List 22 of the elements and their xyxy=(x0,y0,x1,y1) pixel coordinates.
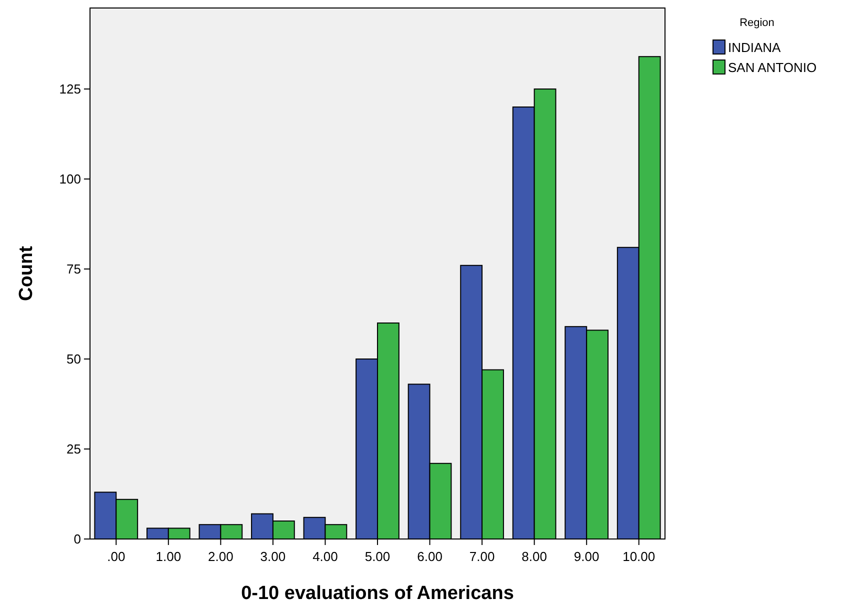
legend-label: SAN ANTONIO xyxy=(728,60,817,75)
y-tick-label: 75 xyxy=(66,262,81,277)
x-tick-label: 4.00 xyxy=(312,549,338,564)
y-tick-label: 100 xyxy=(59,172,81,187)
x-tick-label: 2.00 xyxy=(208,549,234,564)
x-tick-label: 7.00 xyxy=(469,549,495,564)
x-tick-label: 8.00 xyxy=(522,549,547,564)
y-tick-label: 25 xyxy=(66,442,81,457)
x-tick-label: 9.00 xyxy=(574,549,600,564)
x-tick-label: 3.00 xyxy=(260,549,286,564)
y-axis-title: Count xyxy=(16,245,37,301)
x-tick-label: 6.00 xyxy=(417,549,442,564)
legend-label: INDIANA xyxy=(728,40,782,55)
legend-title: Region xyxy=(740,17,774,29)
x-tick-label: .00 xyxy=(107,549,126,564)
y-tick-label: 50 xyxy=(66,352,81,367)
x-tick-label: 5.00 xyxy=(364,549,390,564)
y-tick-label: 125 xyxy=(59,82,81,97)
x-axis-title: 0-10 evaluations of Americans xyxy=(241,583,514,604)
x-tick-label: 1.00 xyxy=(156,549,182,564)
y-tick-label: 0 xyxy=(74,532,81,547)
x-tick-label: 10.00 xyxy=(622,549,656,564)
